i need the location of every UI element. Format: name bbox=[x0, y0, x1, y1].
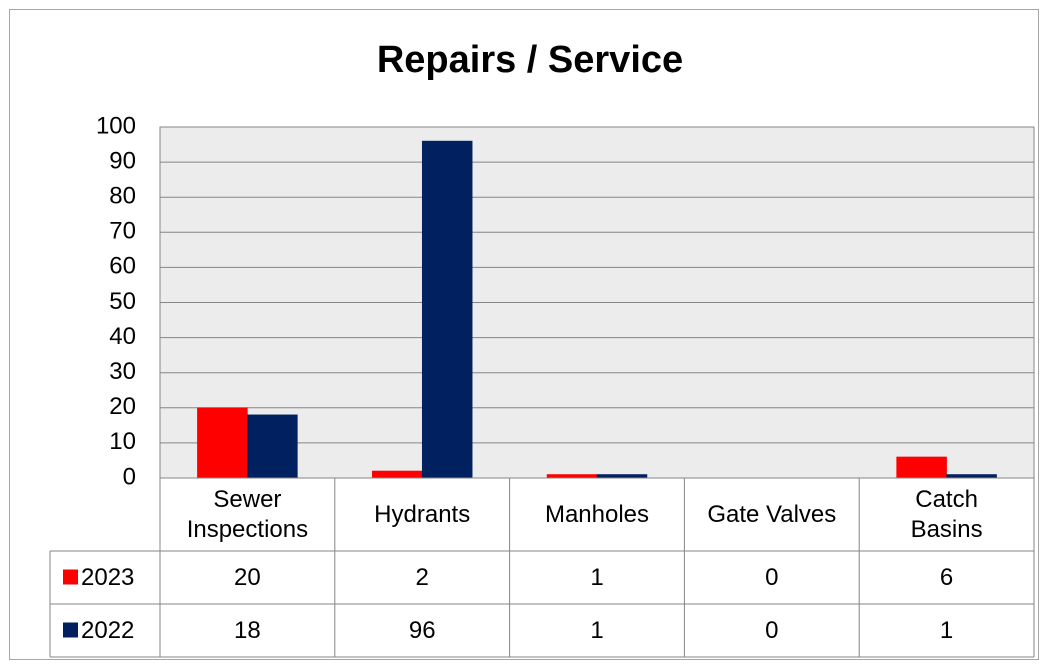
legend-label: 2022 bbox=[81, 617, 134, 644]
y-tick-label: 20 bbox=[109, 393, 136, 420]
table-value: 1 bbox=[939, 616, 954, 644]
table-value: 6 bbox=[939, 563, 954, 591]
category-label: Catch Basins bbox=[910, 485, 983, 543]
bar bbox=[896, 456, 947, 479]
y-tick-label: 0 bbox=[123, 463, 136, 490]
y-tick-label: 30 bbox=[109, 358, 136, 385]
table-value: 18 bbox=[234, 616, 261, 644]
y-tick-label: 60 bbox=[109, 253, 136, 280]
bar bbox=[371, 470, 423, 479]
table-value: 2 bbox=[415, 563, 429, 591]
table-value: 0 bbox=[765, 563, 779, 591]
table-value: 96 bbox=[408, 616, 436, 644]
legend-key bbox=[63, 569, 78, 585]
category-label: Manholes bbox=[544, 500, 650, 528]
bar bbox=[197, 407, 248, 479]
y-tick-label: 80 bbox=[109, 183, 136, 210]
y-tick-label: 40 bbox=[109, 323, 136, 350]
table-value: 1 bbox=[590, 563, 604, 591]
y-tick-label: 50 bbox=[109, 288, 136, 315]
y-tick-label: 70 bbox=[109, 218, 136, 245]
chart-title: Repairs / Service bbox=[377, 39, 683, 81]
y-tick-label: 100 bbox=[96, 112, 136, 139]
y-tick-label: 90 bbox=[109, 147, 136, 174]
category-label: Gate Valves bbox=[707, 500, 837, 528]
category-label: Hydrants bbox=[374, 500, 471, 528]
legend-key bbox=[63, 622, 78, 638]
table-value: 20 bbox=[234, 563, 261, 591]
table-value: 0 bbox=[765, 616, 779, 644]
category-label: Sewer Inspections bbox=[186, 485, 309, 543]
bar bbox=[247, 414, 298, 479]
legend-label: 2023 bbox=[81, 564, 134, 591]
table-value: 1 bbox=[590, 616, 604, 644]
y-tick-label: 10 bbox=[109, 428, 136, 455]
bar bbox=[421, 140, 473, 479]
